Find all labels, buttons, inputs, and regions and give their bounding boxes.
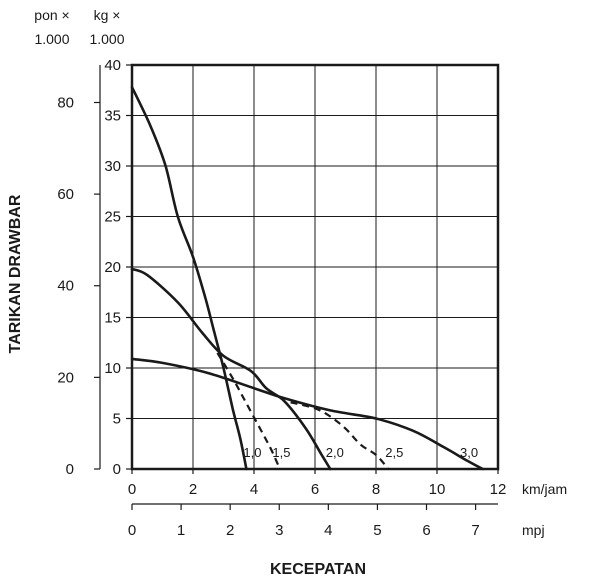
x-axis-title: KECEPATAN: [270, 561, 366, 578]
y-lb-tick-label: 60: [57, 186, 74, 203]
x-mph-tick-label: 7: [471, 522, 479, 539]
grid: [132, 65, 498, 469]
curve-label-2: 2,0: [326, 445, 344, 460]
y-kg-tick-label: 40: [104, 57, 121, 74]
x-kmh-tick-label: 6: [311, 481, 319, 498]
y-kg-tick-label: 35: [104, 108, 121, 125]
curve-label-3: 2,5: [385, 445, 403, 460]
y-unit-left-sub: 1.000: [34, 31, 69, 47]
x-unit-bottom: mpj: [522, 522, 545, 538]
y-lb-tick-label: 80: [57, 94, 74, 111]
y-unit-right: kg ×: [94, 7, 121, 23]
y-kg-tick-label: 15: [104, 310, 121, 327]
y-kg-tick-label: 10: [104, 360, 121, 377]
y-kg-tick-label: 30: [104, 158, 121, 175]
y-kg-tick-label: 20: [104, 259, 121, 276]
x-kmh-tick-label: 2: [189, 481, 197, 498]
x-mph-tick-label: 3: [275, 522, 283, 539]
x-mph-tick-label: 1: [177, 522, 185, 539]
y-unit-right-sub: 1.000: [89, 31, 124, 47]
x-kmh-tick-label: 12: [490, 481, 507, 498]
y-kg-tick-label: 0: [113, 461, 121, 478]
x-unit-top: km/jam: [522, 481, 567, 497]
x-mph-tick-label: 2: [226, 522, 234, 539]
plot-frame: [130, 63, 500, 471]
x-kmh-tick-label: 10: [429, 481, 446, 498]
y-kg-tick-label: 5: [113, 411, 121, 428]
series-line-1-5: [216, 352, 281, 470]
x-kmh-tick-label: 8: [372, 481, 380, 498]
y-lb-tick-label: 20: [57, 369, 74, 386]
curve-label-4: 3,0: [460, 445, 478, 460]
curve-label-1: 1,5: [272, 445, 290, 460]
series-lines: [130, 85, 485, 471]
series-line-2-0: [130, 267, 332, 471]
x-mph-tick-label: 0: [128, 522, 136, 539]
y-unit-left: pon ×: [34, 7, 69, 23]
series-line-3-0: [130, 357, 485, 471]
series-line-1-0: [130, 85, 248, 471]
series-line-2-5: [290, 401, 390, 470]
x-kmh-tick-label: 4: [250, 481, 258, 498]
curve-labels: 1,0 1,5 2,0 2,5 3,0: [243, 445, 478, 460]
y-lb-tick-label: 0: [66, 461, 74, 478]
y-axis-title: TARIKAN DRAWBAR: [7, 194, 24, 353]
curve-label-0: 1,0: [243, 445, 261, 460]
x-mph-tick-label: 4: [324, 522, 332, 539]
x-mph-tick-label: 5: [373, 522, 381, 539]
y-lb-tick-label: 40: [57, 278, 74, 295]
x-mph-tick-label: 6: [422, 522, 430, 539]
x-kmh-tick-label: 0: [128, 481, 136, 498]
y-kg-tick-label: 25: [104, 209, 121, 226]
